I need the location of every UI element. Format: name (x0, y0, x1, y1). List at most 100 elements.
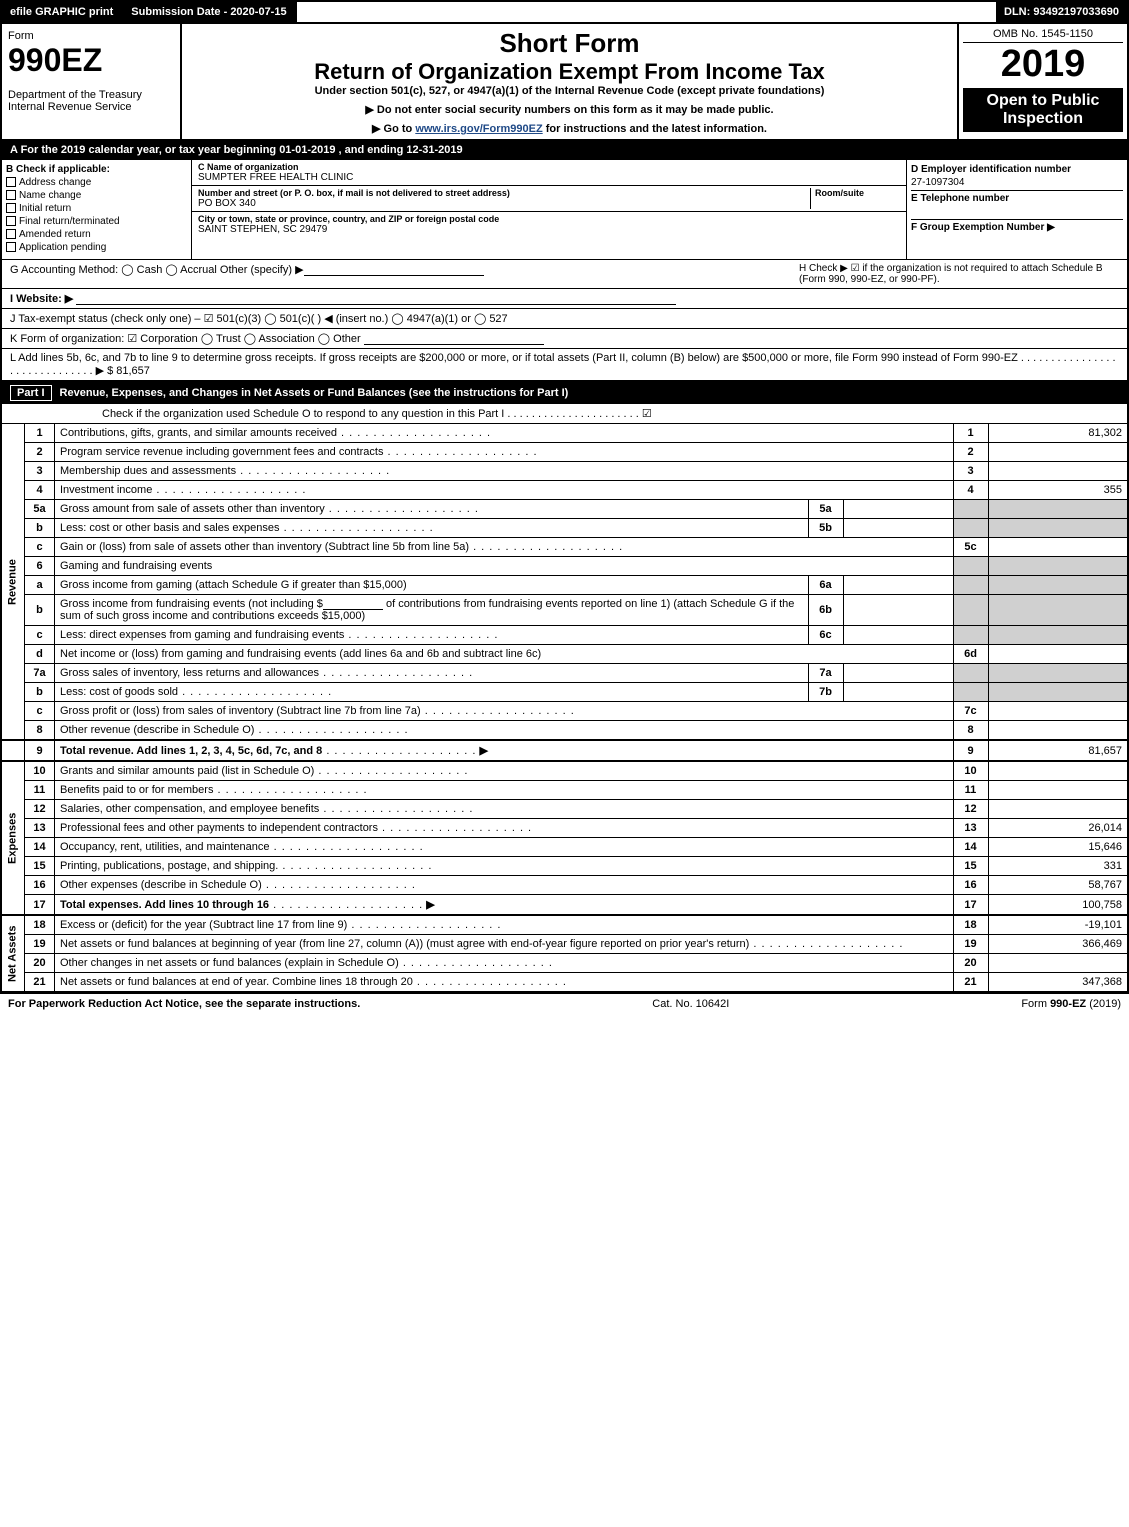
col-17: 17 (953, 895, 988, 916)
desc-15: Printing, publications, postage, and shi… (55, 857, 954, 876)
subval-5a[interactable] (843, 500, 953, 519)
ln-6d: d (25, 645, 55, 664)
subval-5b[interactable] (843, 519, 953, 538)
col-19: 19 (953, 935, 988, 954)
checkbox-name-change[interactable] (6, 190, 16, 200)
col-7b-shade (953, 683, 988, 702)
ein-value: 27-1097304 (911, 175, 1123, 191)
checkbox-application-pending[interactable] (6, 242, 16, 252)
ln-8: 8 (25, 721, 55, 741)
part-1-badge: Part I (10, 385, 52, 401)
checkbox-initial-return[interactable] (6, 203, 16, 213)
val-4: 355 (988, 481, 1128, 500)
desc-2: Program service revenue including govern… (55, 443, 954, 462)
col-3: 3 (953, 462, 988, 481)
ln-6b: b (25, 595, 55, 626)
val-10 (988, 761, 1128, 781)
desc-6b: Gross income from fundraising events (no… (55, 595, 809, 626)
cb-amend-label: Amended return (19, 229, 91, 240)
checkbox-final-return[interactable] (6, 216, 16, 226)
cb-name-label: Name change (19, 190, 81, 201)
ln-1: 1 (25, 424, 55, 443)
col-5b-shade (953, 519, 988, 538)
dept-label: Department of the Treasury (8, 89, 174, 101)
checkbox-amended-return[interactable] (6, 229, 16, 239)
col-5c: 5c (953, 538, 988, 557)
subval-7a[interactable] (843, 664, 953, 683)
line-i-row: I Website: ▶ (0, 289, 1129, 309)
arrow-17: ▶ (426, 899, 434, 911)
ln-14: 14 (25, 838, 55, 857)
val-7b-shade (988, 683, 1128, 702)
val-20 (988, 954, 1128, 973)
efile-print-button[interactable]: efile GRAPHIC print (2, 2, 123, 22)
desc-9-cell: Total revenue. Add lines 1, 2, 3, 4, 5c,… (55, 740, 954, 761)
website-input[interactable] (76, 293, 676, 305)
fundraising-amount-input[interactable] (323, 598, 383, 610)
val-14: 15,646 (988, 838, 1128, 857)
ln-7c: c (25, 702, 55, 721)
phone-label: E Telephone number (911, 193, 1123, 204)
line-k-row: K Form of organization: ☑ Corporation ◯ … (0, 329, 1129, 349)
cb-addr-label: Address change (19, 177, 91, 188)
col-16: 16 (953, 876, 988, 895)
col-20: 20 (953, 954, 988, 973)
accounting-other-input[interactable] (304, 264, 484, 276)
col-8: 8 (953, 721, 988, 741)
box-b-label: B Check if applicable: (6, 164, 187, 175)
dln-label: DLN: 93492197033690 (996, 2, 1127, 22)
note2-post: for instructions and the latest informat… (543, 123, 767, 135)
desc-16: Other expenses (describe in Schedule O) (55, 876, 954, 895)
ln-7b: b (25, 683, 55, 702)
ln-3: 3 (25, 462, 55, 481)
part-1-header: Part I Revenue, Expenses, and Changes in… (0, 382, 1129, 404)
val-9: 81,657 (988, 740, 1128, 761)
org-other-input[interactable] (364, 333, 544, 345)
instructions-link[interactable]: www.irs.gov/Form990EZ (415, 123, 542, 135)
ln-6c: c (25, 626, 55, 645)
subval-6c[interactable] (843, 626, 953, 645)
cb-app-label: Application pending (19, 242, 106, 253)
street-label: Number and street (or P. O. box, if mail… (198, 188, 810, 198)
line-g: G Accounting Method: ◯ Cash ◯ Accrual Ot… (10, 264, 304, 276)
header-left: Form 990EZ Department of the Treasury In… (2, 24, 182, 139)
revenue-side-label: Revenue (1, 424, 25, 740)
main-title: Return of Organization Exempt From Incom… (190, 59, 949, 85)
note2-pre: ▶ Go to (372, 123, 415, 135)
cb-final-label: Final return/terminated (19, 216, 120, 227)
col-14: 14 (953, 838, 988, 857)
ln-6: 6 (25, 557, 55, 576)
desc-5c: Gain or (loss) from sale of assets other… (55, 538, 954, 557)
subval-6a[interactable] (843, 576, 953, 595)
ssn-warning: ▶ Do not enter social security numbers o… (190, 103, 949, 116)
col-18: 18 (953, 915, 988, 935)
form-number: 990EZ (8, 42, 174, 79)
col-21: 21 (953, 973, 988, 993)
val-5c (988, 538, 1128, 557)
footer-right: Form 990-EZ (2019) (1021, 998, 1121, 1010)
col-6c-shade (953, 626, 988, 645)
entity-info-block: B Check if applicable: Address change Na… (0, 160, 1129, 260)
subval-7b[interactable] (843, 683, 953, 702)
subval-6b[interactable] (843, 595, 953, 626)
desc-10: Grants and similar amounts paid (list in… (55, 761, 954, 781)
line-l-amount: $ 81,657 (107, 365, 150, 377)
city-value: SAINT STEPHEN, SC 29479 (198, 224, 900, 235)
sub-6c: 6c (808, 626, 843, 645)
val-5a-shade (988, 500, 1128, 519)
desc-6b-pre: Gross income from fundraising events (no… (60, 598, 323, 610)
line-l-row: L Add lines 5b, 6c, and 7b to line 9 to … (0, 349, 1129, 382)
subtitle: Under section 501(c), 527, or 4947(a)(1)… (190, 85, 949, 97)
val-18: -19,101 (988, 915, 1128, 935)
val-17: 100,758 (988, 895, 1128, 916)
col-12: 12 (953, 800, 988, 819)
desc-17-cell: Total expenses. Add lines 10 through 16 … (55, 895, 954, 916)
header-right: OMB No. 1545-1150 2019 Open to Public In… (957, 24, 1127, 139)
line-j: J Tax-exempt status (check only one) – ☑… (0, 309, 1129, 329)
org-name: SUMPTER FREE HEALTH CLINIC (198, 172, 900, 183)
net-assets-side-label: Net Assets (1, 915, 25, 992)
col-6-shade (953, 557, 988, 576)
ln-9: 9 (25, 740, 55, 761)
checkbox-address-change[interactable] (6, 177, 16, 187)
street-value: PO BOX 340 (198, 198, 810, 209)
